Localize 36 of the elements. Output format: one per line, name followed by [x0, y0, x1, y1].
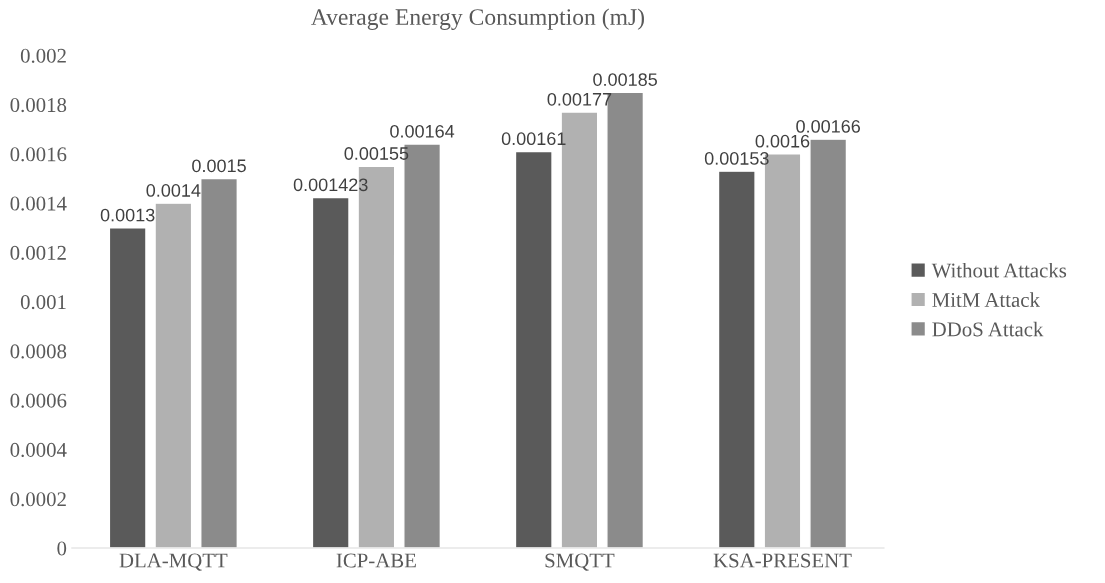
- x-tick-label: SMQTT: [545, 553, 615, 571]
- bar: [809, 138, 848, 549]
- y-tick-label: 0.0014: [10, 196, 67, 211]
- y-tick-label: 0.0002: [10, 492, 66, 507]
- bar: [108, 227, 147, 549]
- legend-label: DDoS Attack: [932, 321, 1044, 337]
- x-tick-label: ICP-ABE: [336, 553, 416, 568]
- legend-label: MitM Attack: [932, 292, 1040, 307]
- x-tick-label: DLA-MQTT: [119, 553, 228, 571]
- y-tick-label: 0.0008: [10, 344, 67, 359]
- y-tick-label: 0.001: [20, 295, 66, 310]
- legend-label: Without Attacks: [931, 262, 1067, 278]
- data-label: 0.00161: [501, 132, 566, 146]
- data-label: 0.00166: [796, 120, 861, 133]
- y-tick-label: 0.0012: [10, 245, 66, 260]
- data-label: 0.00164: [390, 124, 455, 138]
- bar: [154, 202, 193, 549]
- data-label: 0.0014: [146, 184, 201, 197]
- data-label: 0.0016: [755, 134, 810, 148]
- y-tick-label: 0.0004: [10, 442, 67, 458]
- data-label: 0.00153: [704, 152, 769, 165]
- y-tick-label: 0.002: [20, 48, 66, 63]
- bar: [514, 150, 553, 549]
- data-label: 0.00185: [593, 73, 657, 86]
- y-tick-label: 0: [57, 541, 67, 556]
- data-label: 0.001423: [293, 178, 368, 192]
- y-tick-label: 0.0006: [10, 393, 67, 408]
- data-label: 0.0015: [192, 159, 246, 173]
- x-tick-label: KSA-PRESENT: [713, 553, 852, 568]
- data-label: 0.0013: [100, 208, 155, 222]
- bar: [200, 177, 239, 549]
- y-tick-label: 0.0018: [10, 98, 67, 113]
- y-tick-label: 0.0016: [10, 147, 67, 162]
- chart-title: Average Energy Consumption (mJ): [311, 8, 644, 30]
- bar: [717, 170, 756, 549]
- bar: [311, 196, 350, 549]
